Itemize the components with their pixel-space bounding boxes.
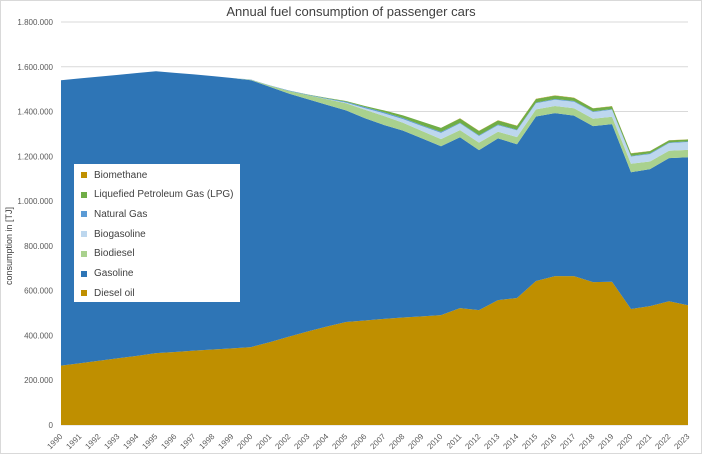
area-diesel-oil [61,276,688,425]
legend-swatch [81,191,87,198]
x-tick-label: 2011 [445,432,464,451]
legend-label: Biogasoline [94,228,146,240]
x-tick-label: 2000 [235,432,254,451]
x-tick-label: 1994 [121,432,140,451]
x-tick-label: 1999 [216,432,235,451]
legend-label: Natural Gas [94,208,148,220]
y-tick-label: 0 [49,421,54,430]
x-tick-label: 2016 [539,432,558,451]
x-tick-label: 2020 [615,432,634,451]
y-tick-label: 600.000 [24,287,53,296]
legend-item: Diesel oil [81,286,135,300]
chart-title: Annual fuel consumption of passenger car… [226,4,476,19]
x-tick-label: 2018 [577,432,596,451]
legend-swatch [81,211,87,218]
x-tick-label: 1996 [159,432,178,451]
x-tick-label: 1992 [83,432,102,451]
x-tick-label: 2022 [653,432,672,451]
y-tick-label: 400.000 [24,331,53,340]
y-tick-label: 1.400.000 [17,108,53,117]
x-tick-label: 1991 [64,432,83,451]
legend-item: Biodiesel [81,247,135,261]
x-tick-label: 2013 [482,432,501,451]
y-tick-label: 1.600.000 [17,63,53,72]
x-tick-label: 2008 [387,432,406,451]
legend-label: Biomethane [94,169,148,181]
x-tick-label: 2004 [311,432,330,451]
x-tick-label: 2005 [330,432,349,451]
legend-item: Liquefied Petroleum Gas (LPG) [81,188,234,202]
x-tick-label: 2019 [596,432,615,451]
x-tick-label: 1993 [102,432,121,451]
x-tick-label: 2021 [634,432,653,451]
legend-label: Biodiesel [94,248,135,260]
x-tick-label: 2001 [254,432,273,451]
y-tick-label: 1.000.000 [17,197,53,206]
y-tick-label: 1.800.000 [17,18,53,27]
legend-item: Gasoline [81,267,133,281]
x-tick-label: 1998 [197,432,216,451]
legend-label: Diesel oil [94,287,135,299]
x-tick-label: 2002 [273,432,292,451]
x-tick-label: 2003 [292,432,311,451]
legend-swatch [81,270,87,277]
x-tick-label: 2010 [425,432,444,451]
legend-item: Biomethane [81,168,147,182]
legend-label: Gasoline [94,268,134,279]
y-tick-label: 1.200.000 [17,152,53,161]
legend-item: Natural Gas [81,207,147,221]
x-tick-label: 1990 [45,432,64,451]
x-tick-label: 1995 [140,432,159,451]
x-tick-label: 2017 [558,432,577,451]
y-tick-label: 200.000 [24,376,53,385]
x-tick-label: 2007 [368,432,387,451]
x-tick-label: 2009 [406,432,425,451]
legend-swatch [81,290,87,297]
legend-label: Liquefied Petroleum Gas (LPG) [94,189,234,201]
x-tick-label: 2015 [520,432,539,451]
x-tick-label: 2006 [349,432,368,451]
x-tick-label: 1997 [178,432,197,451]
legend-swatch [81,250,87,257]
x-tick-label: 2014 [501,432,520,451]
legend-swatch [81,172,87,178]
legend-item: Biogasoline [81,227,146,241]
x-tick-label: 2012 [463,432,482,451]
legend-swatch [81,231,87,238]
x-tick-label: 2023 [672,432,691,451]
y-tick-label: 800.000 [24,242,53,251]
legend: Biomethane Liquefied Petroleum Gas (LPG) N… [74,164,240,302]
